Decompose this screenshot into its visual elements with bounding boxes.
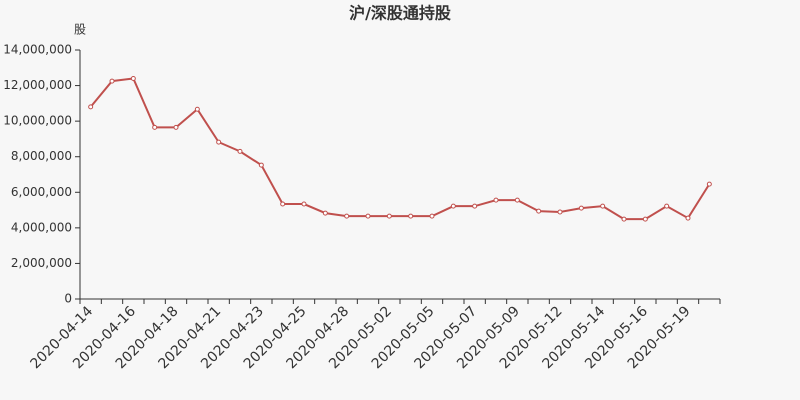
point: [450, 203, 456, 209]
y-axis-unit: 股: [74, 23, 86, 37]
point: [600, 203, 606, 209]
point: [88, 104, 94, 110]
point: [514, 197, 520, 203]
y-tick-label: 8,000,000: [11, 149, 72, 163]
point: [280, 201, 286, 207]
point: [173, 124, 179, 130]
point: [685, 215, 691, 221]
point: [557, 209, 563, 215]
point: [472, 203, 478, 209]
point: [664, 203, 670, 209]
point: [621, 216, 627, 222]
point: [322, 210, 328, 216]
point: [578, 205, 584, 211]
point: [130, 75, 136, 81]
point: [536, 208, 542, 214]
y-tick-label: 2,000,000: [11, 256, 72, 270]
y-tick-label: 0: [64, 292, 72, 306]
line: [89, 77, 711, 221]
point: [365, 213, 371, 219]
point: [216, 139, 222, 145]
point: [109, 78, 115, 84]
y-tick-label: 6,000,000: [11, 185, 72, 199]
point: [429, 213, 435, 219]
point: [152, 124, 158, 130]
point: [386, 213, 392, 219]
y-tick-label: 4,000,000: [11, 220, 72, 234]
chart-title: 沪/深股通持股: [349, 4, 452, 23]
point: [344, 213, 350, 219]
y-tick-label: 10,000,000: [3, 114, 72, 128]
point: [408, 213, 414, 219]
point: [237, 148, 243, 154]
point: [258, 162, 264, 168]
point: [706, 181, 712, 187]
point: [493, 197, 499, 203]
point: [301, 201, 307, 207]
y-tick-label: 14,000,000: [3, 43, 72, 57]
y-tick-label: 12,000,000: [3, 78, 72, 92]
point: [194, 106, 200, 112]
point: [642, 216, 648, 222]
